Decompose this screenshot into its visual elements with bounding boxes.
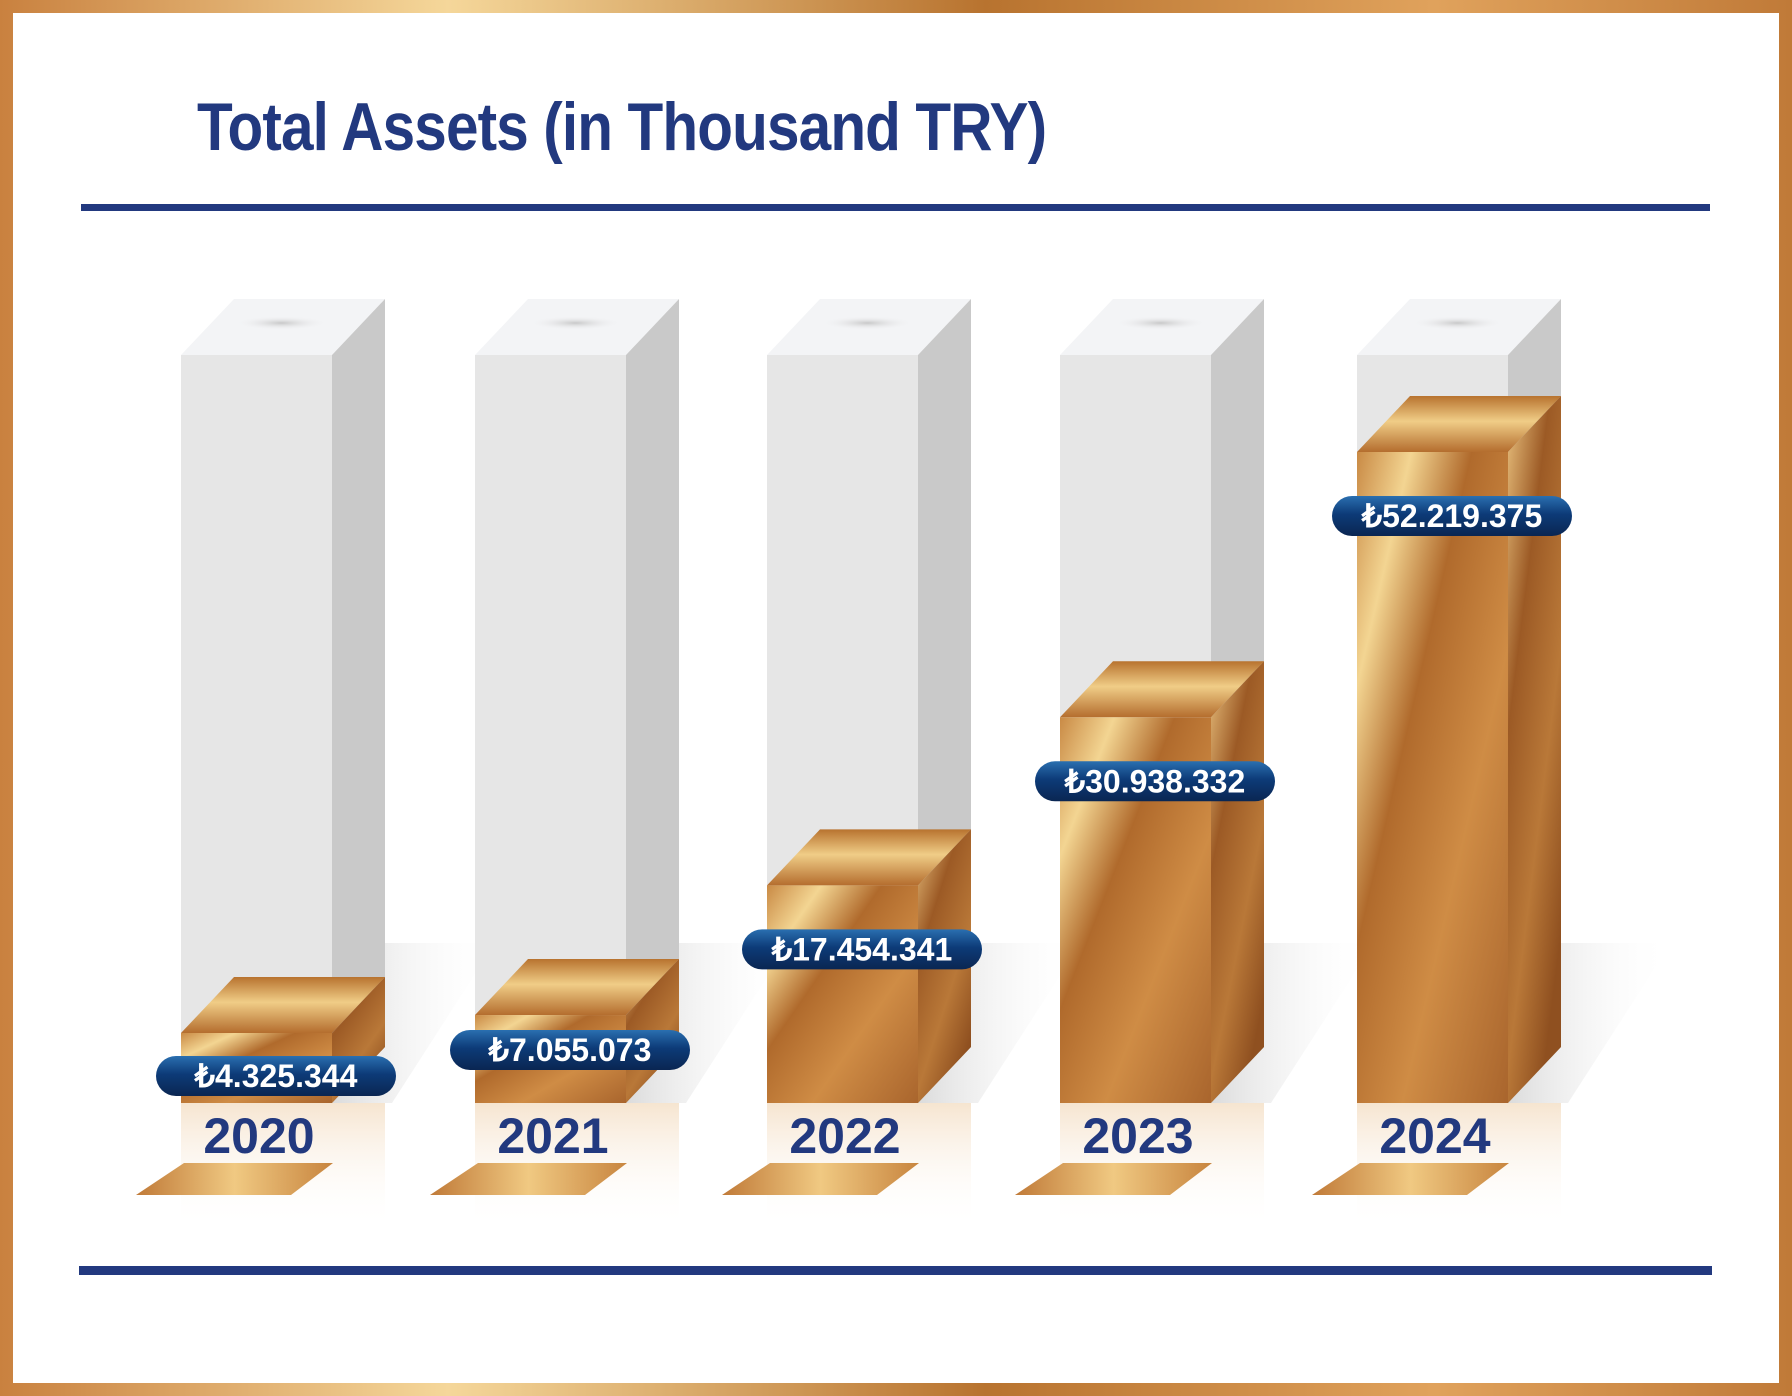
floor-plate <box>1015 1163 1212 1195</box>
bar-top <box>767 829 971 886</box>
data-label: ₺52.219.375 <box>1361 498 1543 534</box>
bar-group-2022: 2022 ₺17.454.341 <box>722 299 1081 1228</box>
data-label: ₺7.055.073 <box>488 1032 652 1068</box>
floor-plate <box>722 1163 919 1195</box>
bar-top <box>1357 395 1561 452</box>
bar-side <box>1211 661 1264 1103</box>
bar-group-2023: 2023 ₺30.938.332 <box>1015 299 1374 1228</box>
bar-top <box>1060 661 1264 718</box>
x-tick-label: 2021 <box>497 1108 608 1164</box>
data-label: ₺4.325.344 <box>194 1058 358 1094</box>
bar-front <box>767 885 918 1103</box>
data-label: ₺17.454.341 <box>771 931 953 967</box>
data-label: ₺30.938.332 <box>1064 763 1246 799</box>
x-tick-label: 2023 <box>1082 1108 1193 1164</box>
floor-plate <box>1312 1163 1509 1195</box>
data-label-pill <box>156 1056 396 1096</box>
bar-group-2020: 2020 ₺4.325.344 <box>136 299 495 1228</box>
data-label-pill <box>450 1030 690 1070</box>
bar-group-2021: 2021 ₺7.055.073 <box>430 299 789 1228</box>
column-top-hole <box>821 316 914 330</box>
column-side <box>626 299 679 1103</box>
data-label-pill <box>1332 495 1572 536</box>
chart-title: Total Assets (in Thousand TRY) <box>197 89 1047 165</box>
bottom-divider <box>79 1266 1712 1275</box>
column-top-hole <box>1411 316 1504 330</box>
bar-top <box>181 977 385 1033</box>
bar-top <box>475 959 679 1016</box>
column-top-hole <box>529 316 622 330</box>
x-tick-label: 2024 <box>1379 1108 1490 1164</box>
floor-plate <box>136 1163 333 1195</box>
bar-group-2024: 2024 ₺52.219.375 <box>1312 299 1671 1228</box>
column-top-hole <box>1114 316 1207 330</box>
data-label-pill <box>1035 761 1275 802</box>
column-side <box>332 299 385 1103</box>
bar-front <box>1357 451 1508 1104</box>
x-tick-label: 2022 <box>789 1108 900 1164</box>
data-label-pill <box>742 929 982 970</box>
floor-plate <box>430 1163 627 1195</box>
x-tick-label: 2020 <box>203 1108 314 1164</box>
bar-side <box>1508 395 1561 1104</box>
column-top-hole <box>235 316 328 330</box>
title-divider <box>81 204 1710 211</box>
